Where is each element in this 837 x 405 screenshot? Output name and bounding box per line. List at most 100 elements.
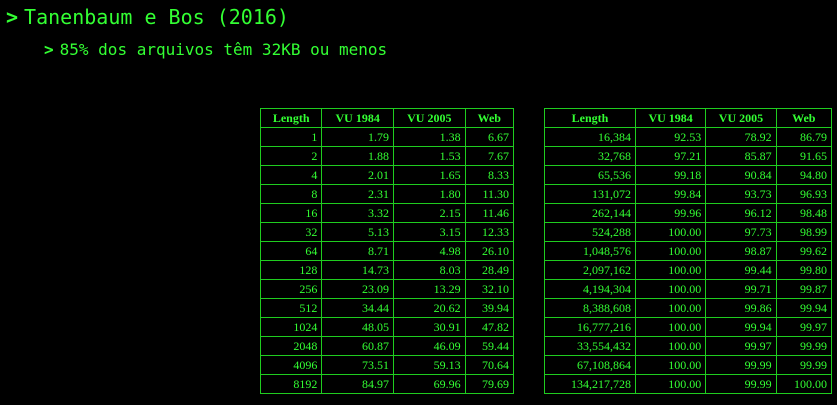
column-header: Length [544,108,636,128]
table-cell: 99.94 [775,298,833,318]
table-cell: 48.05 [321,317,394,337]
table-cell: 39.94 [464,298,515,318]
table-cell: 78.92 [705,127,777,147]
table-row: 524,288 100.00 97.73 98.99 [544,222,833,242]
column-header: VU 2005 [705,108,777,128]
table-row: 2 1.88 1.53 7.67 [259,146,515,166]
column-header: Web [775,108,833,128]
column-header: Web [464,108,515,128]
table-cell: 3.32 [321,203,394,223]
table-cell: 4.98 [393,241,466,261]
table-cell: 94.80 [775,165,833,185]
table-cell: 73.51 [321,355,394,375]
table-row: 262,144 99.96 96.12 98.48 [544,203,833,223]
table-row: 33,554,432 100.00 99.97 99.99 [544,336,833,356]
table-cell: 26.10 [464,241,515,261]
column-header: VU 1984 [321,108,394,128]
table-cell: 99.84 [634,184,707,204]
table-cell: 1,048,576 [544,241,636,261]
table-cell: 131,072 [544,184,636,204]
table-cell: 33,554,432 [544,336,636,356]
table-row: 65,536 99.18 90.84 94.80 [544,165,833,185]
table-cell: 100.00 [775,374,833,394]
table-cell: 99.87 [775,279,833,299]
table-cell: 100.00 [634,374,707,394]
table-cell: 13.29 [393,279,466,299]
table-cell: 2048 [259,336,323,356]
table-cell: 100.00 [634,355,707,375]
table-header-row: Length VU 1984 VU 2005 Web [259,108,515,128]
table-cell: 1 [259,127,323,147]
table-cell: 100.00 [634,298,707,318]
table-row: 2048 60.87 46.09 59.44 [259,336,515,356]
table-row: 8192 84.97 69.96 79.69 [259,374,515,394]
table-cell: 4096 [259,355,323,375]
table-row: 32 5.13 3.15 12.33 [259,222,515,242]
table-cell: 14.73 [321,260,394,280]
table-row: 8 2.31 1.80 11.30 [259,184,515,204]
table-cell: 90.84 [705,165,777,185]
table-cell: 84.97 [321,374,394,394]
table-cell: 98.87 [705,241,777,261]
table-cell: 100.00 [634,336,707,356]
table-cell: 100.00 [634,260,707,280]
table-row: 4 2.01 1.65 8.33 [259,165,515,185]
table-row: 4,194,304 100.00 99.71 99.87 [544,279,833,299]
table-cell: 79.69 [464,374,515,394]
table-cell: 16,384 [544,127,636,147]
table-cell: 99.71 [705,279,777,299]
table-cell: 28.49 [464,260,515,280]
table-header-row: Length VU 1984 VU 2005 Web [544,108,833,128]
table-cell: 99.99 [705,355,777,375]
file-size-table-right: Length VU 1984 VU 2005 Web 16,384 92.53 78… [544,108,833,394]
table-cell: 1.80 [393,184,466,204]
table-cell: 524,288 [544,222,636,242]
table-cell: 99.99 [775,336,833,356]
table-cell: 97.21 [634,146,707,166]
table-row: 16 3.32 2.15 11.46 [259,203,515,223]
table-cell: 99.99 [775,355,833,375]
table-cell: 98.99 [775,222,833,242]
table-cell: 59.44 [464,336,515,356]
column-header: VU 1984 [634,108,707,128]
table-cell: 67,108,864 [544,355,636,375]
table-cell: 11.30 [464,184,515,204]
table-cell: 47.82 [464,317,515,337]
bullet-text: 85% dos arquivos têm 32KB ou menos [59,40,388,59]
slide-heading: > Tanenbaum e Bos (2016) [6,4,289,30]
chevron-right-icon: > [6,5,19,29]
file-size-table-left: Length VU 1984 VU 2005 Web 1 1.79 1.38 6.67… [259,108,515,394]
table-row: 1024 48.05 30.91 47.82 [259,317,515,337]
table-cell: 11.46 [464,203,515,223]
table-cell: 4 [259,165,323,185]
chevron-right-icon: > [44,40,54,59]
column-header: VU 2005 [393,108,466,128]
table-cell: 59.13 [393,355,466,375]
table-cell: 1024 [259,317,323,337]
table-cell: 256 [259,279,323,299]
table-cell: 93.73 [705,184,777,204]
table-cell: 8.71 [321,241,394,261]
table-cell: 12.33 [464,222,515,242]
table-cell: 99.99 [705,374,777,394]
table-cell: 16,777,216 [544,317,636,337]
table-cell: 8,388,608 [544,298,636,318]
table-row: 1 1.79 1.38 6.67 [259,127,515,147]
bullet-point: > 85% dos arquivos têm 32KB ou menos [44,38,404,62]
table-cell: 2.01 [321,165,394,185]
table-row: 8,388,608 100.00 99.86 99.94 [544,298,833,318]
table-cell: 1.88 [321,146,394,166]
table-cell: 46.09 [393,336,466,356]
table-cell: 96.93 [775,184,833,204]
table-cell: 4,194,304 [544,279,636,299]
table-cell: 512 [259,298,323,318]
table-cell: 32,768 [544,146,636,166]
table-cell: 99.80 [775,260,833,280]
table-cell: 2,097,162 [544,260,636,280]
table-cell: 30.91 [393,317,466,337]
table-cell: 99.96 [634,203,707,223]
table-row: 4096 73.51 59.13 70.64 [259,355,515,375]
table-cell: 8.03 [393,260,466,280]
table-cell: 16 [259,203,323,223]
table-cell: 6.67 [464,127,515,147]
